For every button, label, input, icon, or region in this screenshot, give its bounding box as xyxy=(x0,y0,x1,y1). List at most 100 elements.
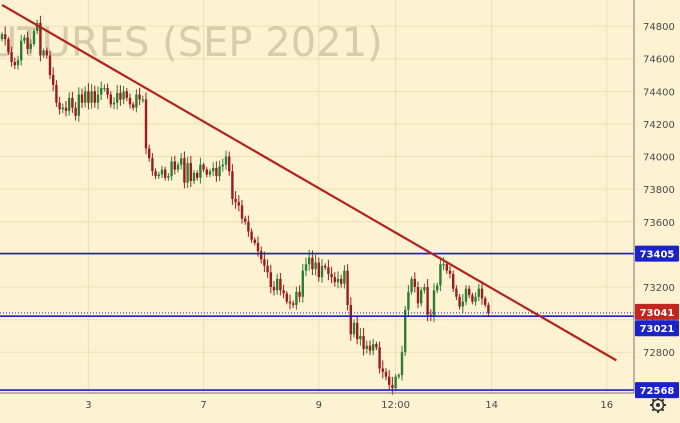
candle-body xyxy=(189,163,192,182)
candle-body xyxy=(253,239,256,243)
price-tags: 73405 73021 72568 73041 xyxy=(635,245,679,399)
candle-body xyxy=(407,291,410,310)
candle-body xyxy=(282,290,285,294)
candle-body xyxy=(119,92,122,100)
y-tick-label: 74000 xyxy=(643,153,675,164)
candle-body xyxy=(135,94,138,108)
candle-body xyxy=(68,97,71,111)
candle-body xyxy=(311,257,314,270)
candle-body xyxy=(346,270,349,305)
candle-body xyxy=(375,344,378,348)
candle-body xyxy=(269,272,272,288)
candle-body xyxy=(276,278,279,291)
candle-body xyxy=(384,371,388,377)
candle-body xyxy=(349,304,352,335)
candle-body xyxy=(45,50,48,56)
candle-body xyxy=(183,158,186,183)
candle-body xyxy=(148,148,151,159)
candle-body xyxy=(170,161,173,177)
candle-body xyxy=(458,296,461,307)
gear-icon xyxy=(650,397,666,413)
candle-body xyxy=(228,156,231,172)
x-tick-label: 14 xyxy=(485,400,498,411)
candle-body xyxy=(327,267,330,274)
candle-body xyxy=(154,171,157,177)
candle-body xyxy=(112,102,116,105)
candle-body xyxy=(487,304,490,313)
candle-body xyxy=(7,39,10,53)
candle-body xyxy=(292,303,295,305)
candle-body xyxy=(199,164,202,178)
candle-body xyxy=(279,278,282,291)
y-tick-label: 73200 xyxy=(643,283,675,294)
candle-body xyxy=(122,91,125,100)
candle-body xyxy=(314,262,317,270)
settings-button[interactable] xyxy=(650,397,666,413)
candles-layer xyxy=(0,15,490,395)
candle-body xyxy=(240,205,244,219)
candle-body xyxy=(378,347,381,369)
candle-body xyxy=(324,265,327,268)
candle-body xyxy=(234,198,237,203)
candle-body xyxy=(125,91,128,98)
y-tick-label: 74600 xyxy=(643,55,675,66)
candle-body xyxy=(77,94,80,116)
candle-body xyxy=(42,50,45,56)
candle-body xyxy=(84,91,87,103)
price-tag-box xyxy=(635,245,679,262)
candle-body xyxy=(26,37,29,49)
candle-body xyxy=(29,44,32,49)
candle-body xyxy=(39,22,42,56)
candle-body xyxy=(141,99,144,101)
candle-body xyxy=(432,290,436,317)
candle-body xyxy=(87,91,90,103)
candle-body xyxy=(333,277,336,283)
candle-body xyxy=(397,375,400,377)
candle-body xyxy=(362,335,365,349)
y-tick-label: 73800 xyxy=(643,185,675,196)
candle-body xyxy=(365,345,368,349)
candle-body xyxy=(317,262,320,278)
candle-body xyxy=(468,288,471,296)
candle-body xyxy=(237,202,240,206)
candle-body xyxy=(71,97,74,108)
candle-body xyxy=(247,221,250,232)
candle-body xyxy=(448,270,452,274)
candle-body xyxy=(301,270,304,297)
candle-body xyxy=(340,278,343,284)
price-tag-box xyxy=(635,303,679,320)
candle-body xyxy=(212,167,215,172)
candle-body xyxy=(167,176,170,178)
candle-body xyxy=(55,84,58,103)
candle-body xyxy=(74,107,77,116)
candle-body xyxy=(416,287,420,304)
candle-body xyxy=(295,291,298,305)
candle-body xyxy=(250,231,253,240)
candle-body xyxy=(10,52,13,62)
candle-body xyxy=(144,99,148,149)
price-tag-label: 73405 xyxy=(640,250,675,261)
y-tick-label: 72800 xyxy=(643,348,675,359)
y-tick-label: 74400 xyxy=(643,87,675,98)
candle-body xyxy=(186,163,189,183)
candle-body xyxy=(218,166,221,177)
x-tick-label: 7 xyxy=(200,400,206,411)
candle-body xyxy=(23,37,26,41)
candle-body xyxy=(288,301,292,304)
candle-body xyxy=(36,22,39,31)
candle-body xyxy=(196,172,199,178)
y-tick-label: 74800 xyxy=(643,22,675,33)
candle-body xyxy=(423,287,426,291)
candle-body xyxy=(90,91,93,103)
grid-layer xyxy=(0,0,634,393)
candle-body xyxy=(368,345,372,351)
candle-body xyxy=(410,278,413,292)
candle-body xyxy=(320,265,324,278)
candle-body xyxy=(96,94,100,103)
candle-body xyxy=(442,264,445,266)
trendline xyxy=(1,3,617,362)
candle-body xyxy=(474,296,477,302)
candle-body xyxy=(160,169,164,175)
